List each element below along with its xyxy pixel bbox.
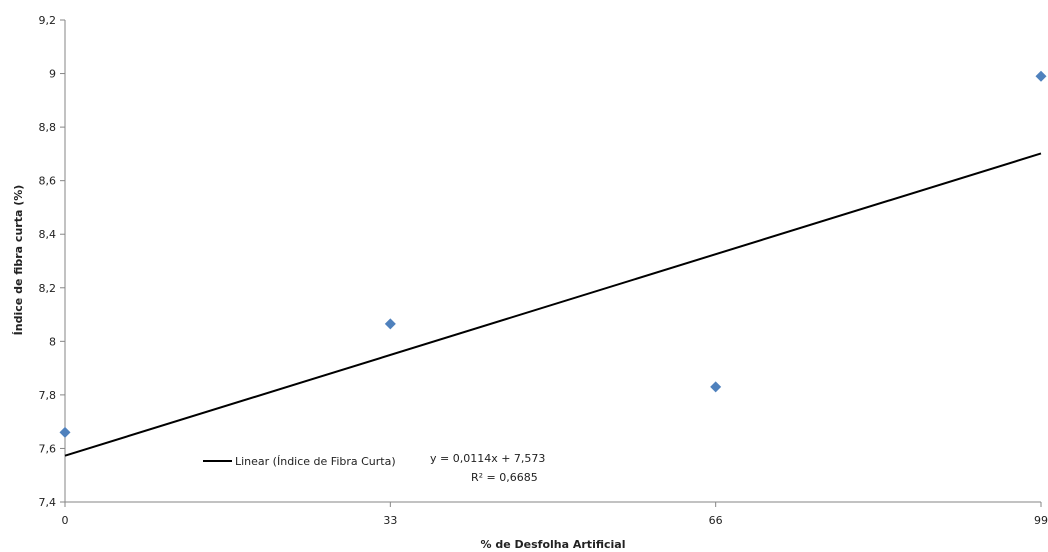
trendline-line <box>64 152 1042 457</box>
x-tick-label: 66 <box>709 514 723 527</box>
data-point <box>710 381 722 393</box>
x-tick-label: 0 <box>62 514 69 527</box>
trendline-equation: y = 0,0114x + 7,573 <box>430 452 545 465</box>
x-tick-label: 33 <box>383 514 397 527</box>
y-tick-label: 9 <box>49 68 56 81</box>
x-axis-title: % de Desfolha Artificial <box>481 538 626 551</box>
y-tick-label: 7,6 <box>39 442 57 455</box>
y-tick-label: 8,8 <box>39 121 57 134</box>
y-tick-label: 8 <box>49 335 56 348</box>
data-point <box>1035 70 1047 82</box>
y-tick-label: 8,2 <box>39 282 57 295</box>
x-ticks: 0 33 66 99 <box>62 502 1048 527</box>
x-tick-label: 99 <box>1034 514 1048 527</box>
legend-trendline-label: Linear (Índice de Fibra Curta) <box>235 455 396 468</box>
y-tick-label: 7,8 <box>39 389 57 402</box>
trendline <box>64 152 1042 457</box>
y-tick-label: 7,4 <box>39 496 57 509</box>
axes <box>64 20 1041 503</box>
y-tick-label: 8,4 <box>39 228 57 241</box>
legend: Linear (Índice de Fibra Curta) <box>203 455 396 468</box>
data-points <box>59 70 1047 438</box>
trendline-r-squared: R² = 0,6685 <box>471 471 538 484</box>
y-axis-title: Índice de fibra curta (%) <box>12 185 25 336</box>
y-tick-label: 8,6 <box>39 175 57 188</box>
y-ticks: 7,4 7,6 7,8 8 8,2 8,4 8,6 8,8 9 9,2 <box>39 14 65 509</box>
data-point <box>384 318 396 330</box>
data-point <box>59 426 71 438</box>
y-tick-label: 9,2 <box>39 14 57 27</box>
